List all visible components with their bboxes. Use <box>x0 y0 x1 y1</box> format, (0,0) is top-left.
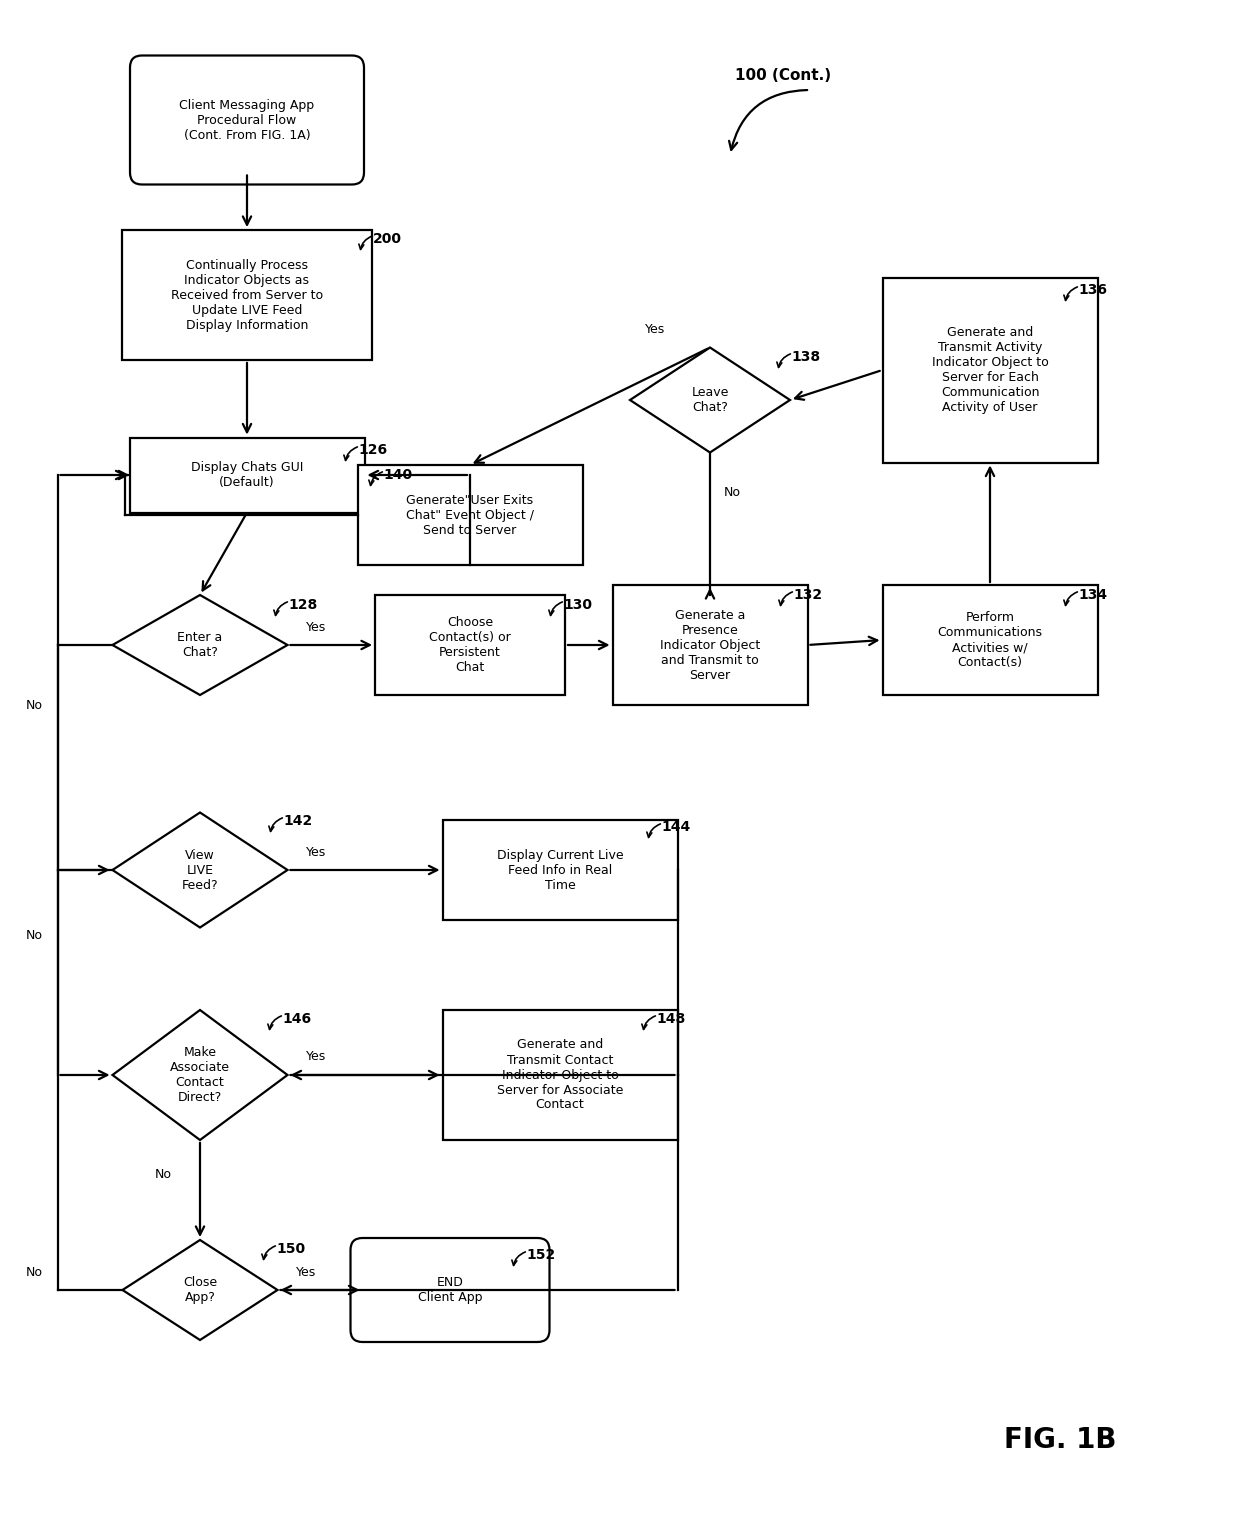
Text: Yes: Yes <box>305 845 326 859</box>
Text: 126: 126 <box>358 443 387 457</box>
Text: 140: 140 <box>383 469 412 482</box>
Text: 152: 152 <box>526 1248 556 1262</box>
Text: 148: 148 <box>656 1012 686 1025</box>
Text: 134: 134 <box>1078 589 1107 602</box>
Text: Close
App?: Close App? <box>184 1276 217 1305</box>
Text: Yes: Yes <box>295 1265 316 1279</box>
Text: Make
Associate
Contact
Direct?: Make Associate Contact Direct? <box>170 1047 229 1104</box>
Polygon shape <box>123 1239 278 1340</box>
Bar <box>357 466 583 564</box>
Bar <box>613 586 807 705</box>
Bar <box>122 231 372 360</box>
Text: View
LIVE
Feed?: View LIVE Feed? <box>182 848 218 892</box>
FancyBboxPatch shape <box>130 56 365 185</box>
Bar <box>443 821 677 919</box>
Text: Yes: Yes <box>305 1050 326 1063</box>
Text: No: No <box>723 485 740 499</box>
Text: No: No <box>26 928 42 942</box>
Text: No: No <box>155 1168 172 1182</box>
FancyBboxPatch shape <box>351 1238 549 1343</box>
Text: Leave
Chat?: Leave Chat? <box>692 385 729 414</box>
Text: 142: 142 <box>283 815 312 828</box>
Text: 150: 150 <box>277 1242 305 1256</box>
Polygon shape <box>630 347 790 452</box>
Text: Yes: Yes <box>305 620 326 634</box>
Text: 146: 146 <box>281 1012 311 1025</box>
Bar <box>883 278 1097 463</box>
Text: 132: 132 <box>794 589 822 602</box>
Bar <box>129 437 365 513</box>
Polygon shape <box>113 1010 288 1139</box>
Text: No: No <box>26 1265 42 1279</box>
Bar <box>374 595 565 695</box>
Text: 128: 128 <box>288 598 317 611</box>
Bar <box>443 1010 677 1139</box>
Text: Generate"User Exits
Chat" Event Object /
Send to Server: Generate"User Exits Chat" Event Object /… <box>405 493 534 537</box>
Text: Generate a
Presence
Indicator Object
and Transmit to
Server: Generate a Presence Indicator Object and… <box>660 608 760 681</box>
Text: Perform
Communications
Activities w/
Contact(s): Perform Communications Activities w/ Con… <box>937 611 1043 669</box>
Polygon shape <box>113 813 288 927</box>
Text: FIG. 1B: FIG. 1B <box>1003 1426 1116 1453</box>
Text: END
Client App: END Client App <box>418 1276 482 1305</box>
Text: Client Messaging App
Procedural Flow
(Cont. From FIG. 1A): Client Messaging App Procedural Flow (Co… <box>180 99 315 141</box>
Text: Display Chats GUI
(Default): Display Chats GUI (Default) <box>191 461 304 488</box>
Text: 100 (Cont.): 100 (Cont.) <box>735 68 831 83</box>
Bar <box>883 586 1097 695</box>
Polygon shape <box>113 595 288 695</box>
Text: 138: 138 <box>791 350 820 364</box>
Text: 130: 130 <box>563 598 591 611</box>
Text: Generate and
Transmit Contact
Indicator Object to
Server for Associate
Contact: Generate and Transmit Contact Indicator … <box>497 1039 624 1112</box>
Text: Generate and
Transmit Activity
Indicator Object to
Server for Each
Communication: Generate and Transmit Activity Indicator… <box>931 326 1048 414</box>
Text: Yes: Yes <box>645 323 665 335</box>
Text: No: No <box>26 698 42 711</box>
Text: Enter a
Chat?: Enter a Chat? <box>177 631 223 658</box>
Text: Display Current Live
Feed Info in Real
Time: Display Current Live Feed Info in Real T… <box>497 848 624 892</box>
Text: 200: 200 <box>373 232 402 246</box>
Text: Continually Process
Indicator Objects as
Received from Server to
Update LIVE Fee: Continually Process Indicator Objects as… <box>171 258 324 332</box>
Text: 144: 144 <box>661 821 691 834</box>
Text: 136: 136 <box>1078 284 1107 297</box>
Text: Choose
Contact(s) or
Persistent
Chat: Choose Contact(s) or Persistent Chat <box>429 616 511 674</box>
